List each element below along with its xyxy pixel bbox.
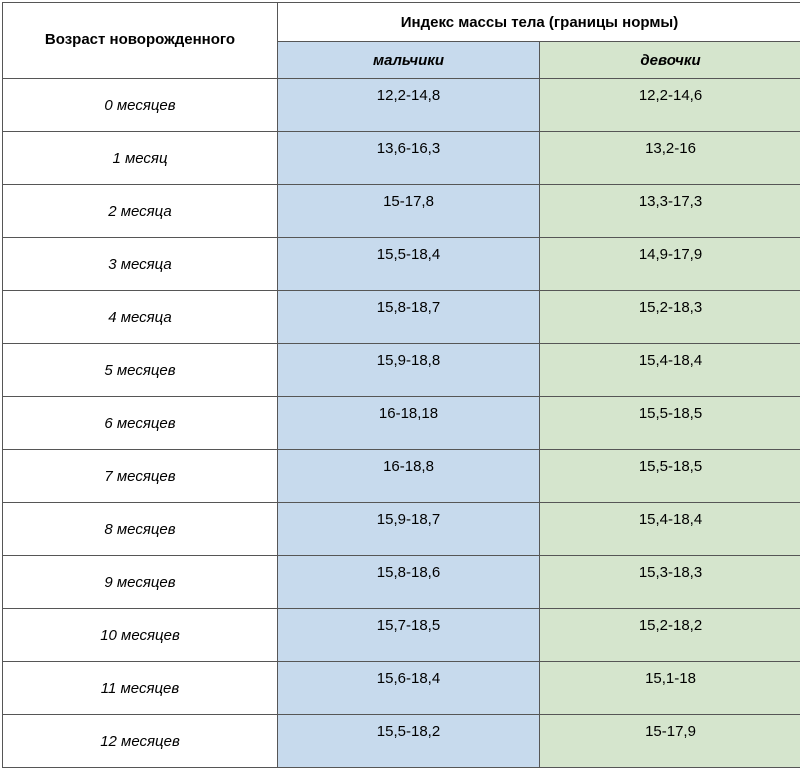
header-boys: мальчики [278, 42, 540, 79]
boys-cell: 15,7-18,5 [278, 609, 540, 662]
age-cell: 10 месяцев [3, 609, 278, 662]
age-cell: 8 месяцев [3, 503, 278, 556]
age-cell: 9 месяцев [3, 556, 278, 609]
girls-cell: 15,4-18,4 [540, 503, 800, 556]
age-cell: 0 месяцев [3, 79, 278, 132]
bmi-table-container: Возраст новорожденного Индекс массы тела… [0, 0, 800, 770]
header-girls: девочки [540, 42, 800, 79]
age-cell: 11 месяцев [3, 662, 278, 715]
girls-cell: 15-17,9 [540, 715, 800, 768]
table-row: 2 месяца15-17,813,3-17,3 [3, 185, 800, 238]
boys-cell: 16-18,8 [278, 450, 540, 503]
table-row: 4 месяца15,8-18,715,2-18,3 [3, 291, 800, 344]
age-cell: 3 месяца [3, 238, 278, 291]
boys-cell: 15,5-18,4 [278, 238, 540, 291]
girls-cell: 15,2-18,2 [540, 609, 800, 662]
table-row: 1 месяц13,6-16,313,2-16 [3, 132, 800, 185]
boys-cell: 16-18,18 [278, 397, 540, 450]
age-cell: 2 месяца [3, 185, 278, 238]
table-row: 8 месяцев15,9-18,715,4-18,4 [3, 503, 800, 556]
girls-cell: 15,1-18 [540, 662, 800, 715]
table-row: 0 месяцев12,2-14,812,2-14,6 [3, 79, 800, 132]
header-bmi: Индекс массы тела (границы нормы) [278, 3, 800, 42]
girls-cell: 15,4-18,4 [540, 344, 800, 397]
table-row: 9 месяцев15,8-18,615,3-18,3 [3, 556, 800, 609]
girls-cell: 13,3-17,3 [540, 185, 800, 238]
header-age: Возраст новорожденного [3, 3, 278, 79]
boys-cell: 15,5-18,2 [278, 715, 540, 768]
age-cell: 6 месяцев [3, 397, 278, 450]
boys-cell: 13,6-16,3 [278, 132, 540, 185]
table-row: 7 месяцев16-18,815,5-18,5 [3, 450, 800, 503]
girls-cell: 15,3-18,3 [540, 556, 800, 609]
table-body: 0 месяцев12,2-14,812,2-14,61 месяц13,6-1… [3, 79, 800, 768]
boys-cell: 15-17,8 [278, 185, 540, 238]
table-row: 10 месяцев15,7-18,515,2-18,2 [3, 609, 800, 662]
boys-cell: 15,8-18,6 [278, 556, 540, 609]
table-row: 11 месяцев15,6-18,415,1-18 [3, 662, 800, 715]
table-row: 5 месяцев15,9-18,815,4-18,4 [3, 344, 800, 397]
bmi-table: Возраст новорожденного Индекс массы тела… [2, 2, 800, 768]
boys-cell: 15,9-18,8 [278, 344, 540, 397]
boys-cell: 15,9-18,7 [278, 503, 540, 556]
table-row: 3 месяца15,5-18,414,9-17,9 [3, 238, 800, 291]
age-cell: 5 месяцев [3, 344, 278, 397]
boys-cell: 15,8-18,7 [278, 291, 540, 344]
age-cell: 4 месяца [3, 291, 278, 344]
age-cell: 12 месяцев [3, 715, 278, 768]
boys-cell: 12,2-14,8 [278, 79, 540, 132]
girls-cell: 14,9-17,9 [540, 238, 800, 291]
table-head: Возраст новорожденного Индекс массы тела… [3, 3, 800, 79]
girls-cell: 12,2-14,6 [540, 79, 800, 132]
girls-cell: 15,2-18,3 [540, 291, 800, 344]
girls-cell: 15,5-18,5 [540, 450, 800, 503]
boys-cell: 15,6-18,4 [278, 662, 540, 715]
age-cell: 7 месяцев [3, 450, 278, 503]
age-cell: 1 месяц [3, 132, 278, 185]
header-row-1: Возраст новорожденного Индекс массы тела… [3, 3, 800, 42]
girls-cell: 15,5-18,5 [540, 397, 800, 450]
table-row: 6 месяцев16-18,1815,5-18,5 [3, 397, 800, 450]
table-row: 12 месяцев15,5-18,215-17,9 [3, 715, 800, 768]
girls-cell: 13,2-16 [540, 132, 800, 185]
